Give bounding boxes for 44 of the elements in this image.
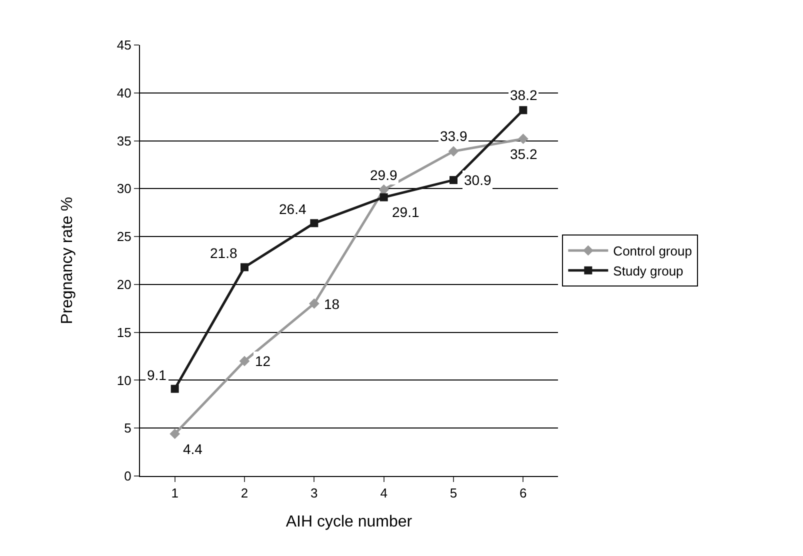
y-tick-label: 45: [116, 38, 132, 53]
x-tick-label: 6: [520, 486, 527, 501]
data-label: 9.1: [147, 367, 167, 383]
data-label: 33.9: [440, 128, 468, 144]
point: [378, 184, 390, 195]
y-tick-label: 25: [116, 229, 132, 244]
x-tick-label: 1: [171, 486, 178, 501]
legend-label: Study group: [613, 263, 684, 278]
point: [519, 106, 528, 114]
data-label: 26.4: [279, 201, 306, 217]
y-tick-label: 20: [116, 276, 132, 292]
point: [239, 356, 250, 366]
point: [170, 384, 179, 393]
x-tick-label: 5: [450, 486, 458, 501]
data-label: 29.9: [370, 167, 398, 183]
y-tick-label: 10: [116, 372, 132, 388]
x-tick-label: 2: [240, 486, 248, 501]
y-tick-label: 40: [116, 85, 132, 100]
point: [450, 176, 458, 184]
data-label: 12: [255, 353, 271, 369]
y-tick-label: 5: [124, 420, 132, 436]
y-tick-label: 0: [124, 468, 132, 484]
point: [170, 428, 180, 440]
point: [310, 219, 318, 228]
data-label: 21.8: [210, 245, 238, 261]
y-tick-label: 15: [116, 324, 132, 340]
data-label: 4.4: [183, 441, 203, 457]
x-tick-label: 3: [310, 486, 318, 501]
y-tick-label: 35: [116, 133, 132, 148]
legend-label: Control group: [613, 244, 692, 259]
data-label: 35.2: [510, 146, 538, 162]
data-label: 38.2: [510, 87, 538, 103]
y-tick-label: 30: [116, 181, 132, 196]
x-axis-title: AIH cycle number: [286, 513, 413, 530]
point: [308, 298, 320, 309]
point: [240, 263, 248, 272]
y-axis-title: Pregnancy rate %: [58, 196, 76, 324]
point: [448, 146, 459, 157]
x-tick-label: 4: [380, 486, 388, 501]
point: [380, 193, 388, 202]
point: [518, 134, 528, 144]
data-label: 18: [324, 296, 340, 312]
data-label: 29.1: [392, 204, 420, 220]
data-label: 30.9: [464, 172, 492, 188]
